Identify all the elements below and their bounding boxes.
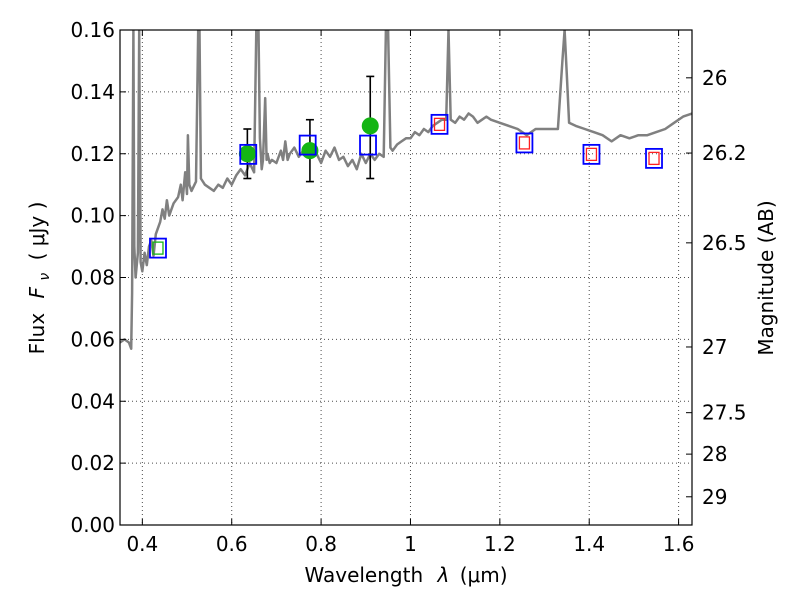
model-sed-line-group [120,30,692,350]
x-axis-label-text: Wavelength [304,563,423,587]
model-photometry-square [149,237,167,259]
x-tick-label: 1.4 [573,532,605,556]
y2-tick-label: 26.5 [702,231,747,255]
x-axis-label: Wavelength λ (μm) [304,563,507,587]
plot-frame [119,29,693,526]
y-tick-label: 0.08 [70,266,115,290]
y-tick-label: 0.12 [70,142,115,166]
x-tick-label: 0.6 [216,532,248,556]
y-axis-label-text: Flux [25,313,49,355]
y2-tick-label: 26 [702,66,727,90]
inner-photometry-square [433,117,446,132]
y-axis-label: Flux F ν ( μJy ) [25,202,54,355]
inner-photometry-square [152,241,164,255]
y-tick-label: 0.10 [70,204,115,228]
grid-lines [120,29,692,526]
model-photometry-square [430,113,449,135]
y-tick-label: 0.06 [70,327,115,351]
x-tick-label: 1.6 [663,532,695,556]
y-tick-label: 0.00 [70,513,115,537]
model-photometry-square [582,143,601,165]
x-tick-labels: 0.4 0.6 0.8 1 1.2 1.4 1.6 [126,532,694,556]
y2-tick-label: 28 [702,442,727,466]
model-photometry-square [515,132,534,154]
inner-photometry-square [648,151,660,166]
y-tick-label: 0.02 [70,451,115,475]
x-tick-label: 1.2 [484,532,516,556]
x-tick-label: 1 [404,532,417,556]
y2-tick-labels: 26 26.2 26.5 27 27.5 28 29 [702,66,747,509]
model-photometry-square [298,134,317,156]
x-axis-label-unit: (μm) [460,563,508,587]
inner-photometry-square [518,136,531,150]
inner-photometry-square [585,147,598,162]
model-photometry-square [239,143,258,165]
y-axis-label-subscript: ν [37,273,53,281]
y-axis-label-unit: ( μJy ) [25,202,49,261]
y2-tick-label: 26.2 [702,141,747,165]
y-tick-label: 0.14 [70,80,115,104]
x-tick-label: 0.4 [126,532,158,556]
marker-group [149,75,663,259]
y2-tick-label: 29 [702,485,727,509]
model-photometry-square [359,134,377,156]
y2-tick-label: 27 [702,335,727,359]
x-axis-label-symbol: λ [437,563,450,587]
model-sed-line [120,30,692,350]
y2-axis-label: Magnitude (AB) [754,200,778,355]
model-photometry-square [645,147,663,169]
y-axis-label-symbol: F [25,286,49,298]
y-tick-labels: 0.00 0.02 0.04 0.06 0.08 0.10 0.12 0.14 0.16 [70,18,115,537]
y-tick-label: 0.04 [70,389,115,413]
y-tick-label: 0.16 [70,18,115,42]
observed-point [361,117,379,135]
tick-marks [120,29,692,526]
x-tick-label: 0.8 [305,532,337,556]
y2-tick-label: 27.5 [702,401,747,425]
observed-point [238,145,256,163]
